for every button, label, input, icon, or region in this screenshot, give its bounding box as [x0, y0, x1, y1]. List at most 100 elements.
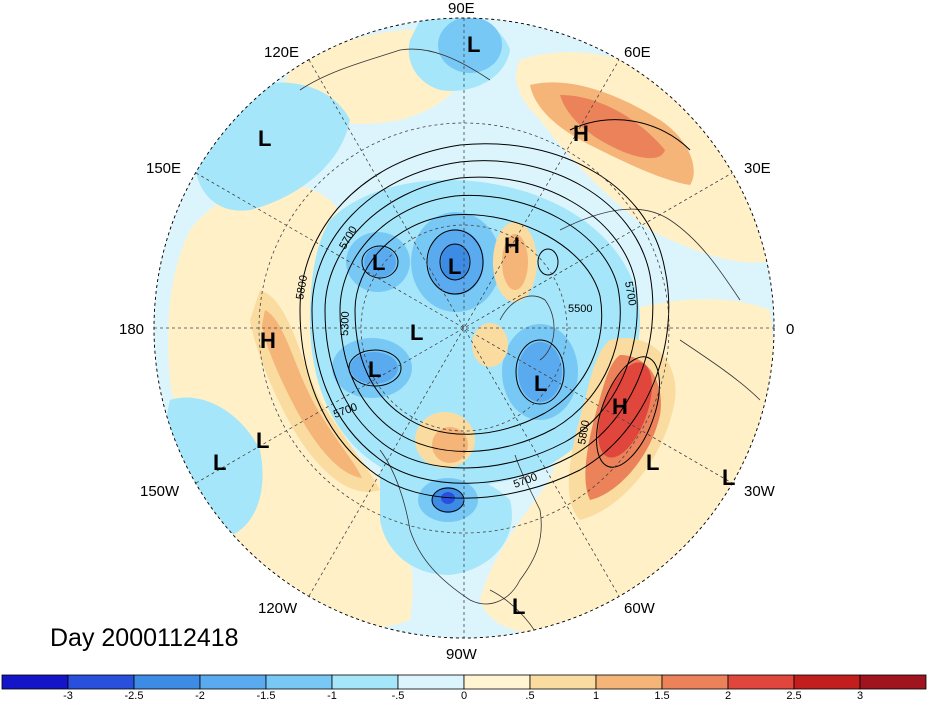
- warm-band-pacific-core: [262, 310, 362, 478]
- low-center-label: L: [722, 465, 735, 490]
- colorbar-swatch: [67, 674, 135, 690]
- colorbar-swatch: [595, 674, 663, 690]
- colorbar-swatch: [133, 674, 201, 690]
- longitude-labels: 90E 120E 60E 150E 30E 180 0 150W 30W 120…: [119, 0, 794, 663]
- colorbar-swatch: [661, 674, 729, 690]
- longitude-label: 90W: [446, 646, 478, 663]
- high-center-label: H: [573, 121, 589, 146]
- low-center-label: L: [258, 126, 271, 151]
- colorbar-swatch: [331, 674, 399, 690]
- colorbar-tick-label: -2: [195, 690, 205, 702]
- coast-africa: [679, 339, 761, 401]
- low-center-label: L: [213, 450, 226, 475]
- longitude-label: 60W: [624, 600, 656, 617]
- coast-asia: [299, 48, 491, 91]
- colorbar: -3 -2.5 -2 -1.5 -1 -.5 0 .5 1 1.5 2 2.5 3: [1, 674, 927, 702]
- cold-core-north-center: [441, 244, 469, 280]
- low-center-label: L: [256, 428, 269, 453]
- low-center-label: L: [646, 450, 659, 475]
- low-center-label: L: [410, 320, 423, 345]
- colorbar-tick-label: -2.5: [125, 690, 144, 702]
- low-center-label: L: [368, 357, 381, 382]
- warm-core-greenland-inner: [502, 234, 528, 290]
- colorbar-swatch: [265, 674, 333, 690]
- longitude-label: 120W: [258, 600, 298, 617]
- date-title: Day 2000112418: [50, 624, 239, 652]
- meridian-30e-150w: [195, 172, 733, 484]
- longitude-label: 60E: [624, 44, 651, 61]
- warm-band-europe-core: [560, 95, 665, 159]
- low-center-label: L: [448, 254, 461, 279]
- anomaly-field: [154, 18, 774, 638]
- colorbar-tick-label: 1.5: [654, 690, 669, 702]
- colorbar-tick-label: 2.5: [786, 690, 801, 702]
- colorbar-tick-label: .5: [525, 690, 534, 702]
- coast-north-america: [379, 449, 542, 605]
- warm-core-arctic: [472, 323, 508, 367]
- colorbar-tick-label: 0: [461, 690, 467, 702]
- colorbar-swatch: [859, 674, 927, 690]
- contour-4: [339, 194, 621, 452]
- colorbar-swatch: [529, 674, 597, 690]
- longitude-label: 180: [119, 321, 144, 338]
- low-center-label: L: [534, 371, 547, 396]
- contour-outer: [299, 143, 670, 499]
- coastlines: [299, 48, 761, 638]
- contour-europe-ridge: [569, 119, 691, 151]
- contour-atlantic-high: [596, 356, 660, 468]
- colorbar-tick-label: -1.5: [257, 690, 276, 702]
- high-center-label: H: [504, 233, 520, 258]
- meridian-120e-60w: [308, 59, 620, 597]
- colorbar-swatch: [727, 674, 795, 690]
- colorbar-swatch: [1, 674, 69, 690]
- low-center-label: L: [512, 594, 525, 619]
- longitude-label: 90E: [448, 0, 475, 17]
- longitude-label: 120E: [264, 44, 299, 61]
- contour-label: 5800: [294, 274, 310, 300]
- colorbar-swatch: [463, 674, 531, 690]
- latitude-circle-60: [360, 224, 568, 432]
- colorbar-tick-label: 3: [857, 690, 863, 702]
- colorbar-tick-label: 2: [725, 690, 731, 702]
- longitude-label: 150E: [146, 160, 181, 177]
- contour-label-group: 5700 5800 5300 5500 5700 5700 5700 5800: [294, 224, 638, 491]
- meridian-60e-120w: [308, 59, 620, 597]
- longitude-label: 0: [786, 321, 794, 338]
- contour-center-north-inner: [439, 243, 471, 281]
- colorbar-swatch: [793, 674, 861, 690]
- contour-label: 5800: [576, 419, 592, 445]
- contour-5: [354, 214, 603, 435]
- colorbar-tick-label: -.5: [392, 690, 405, 702]
- colorbar-tick-label: -3: [63, 690, 73, 702]
- high-center-label: H: [260, 328, 276, 353]
- contour-center-north: [426, 229, 484, 295]
- longitude-label: 150W: [140, 483, 180, 500]
- colorbar-swatch: [397, 674, 465, 690]
- coast-greenland: [499, 295, 555, 361]
- longitude-label: 30E: [744, 160, 771, 177]
- pressure-centers: L L L L L L L L L L L L H H H H: [213, 32, 735, 619]
- colorbar-tick-label: -1: [327, 690, 337, 702]
- contour-label: 5500: [568, 303, 592, 315]
- contour-label: 5300: [339, 311, 352, 336]
- contour-center-east: [515, 339, 565, 405]
- colorbar-tick-label: 1: [593, 690, 599, 702]
- longitude-label: 30W: [744, 483, 776, 500]
- meridian-150e-30w: [195, 172, 733, 484]
- contour-center-southwest: [348, 349, 402, 387]
- contour-center-west: [361, 245, 399, 279]
- low-center-label: L: [467, 32, 480, 57]
- high-center-label: H: [612, 394, 628, 419]
- contour-3: [324, 176, 638, 469]
- colorbar-swatch: [199, 674, 267, 690]
- contour-greenland-high: [537, 248, 559, 276]
- contour-2: [311, 160, 654, 484]
- warm-core-hudson-inner: [432, 427, 468, 463]
- map-outline: [153, 17, 775, 639]
- contour-label: 5700: [622, 280, 638, 306]
- coast-europe: [559, 208, 741, 301]
- height-contours: [299, 119, 691, 513]
- low-center-label: L: [372, 250, 385, 275]
- warm-core-atlantic: [598, 362, 652, 458]
